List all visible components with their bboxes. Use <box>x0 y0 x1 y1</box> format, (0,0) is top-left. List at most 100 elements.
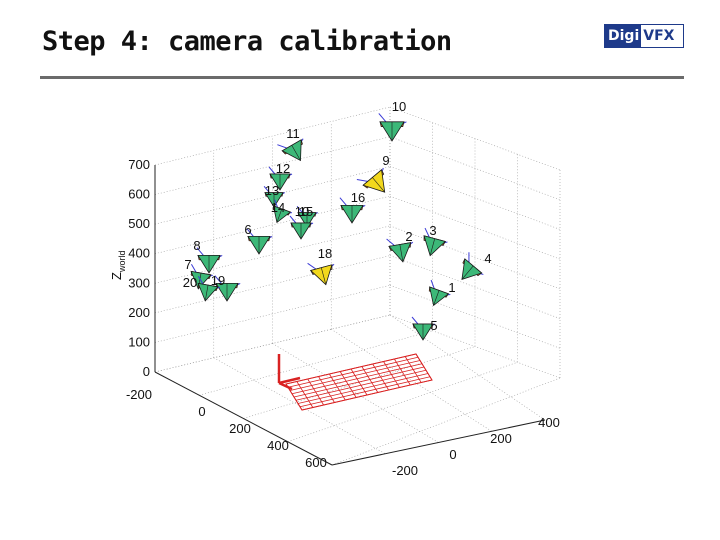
plot-axes <box>154 165 546 466</box>
camera-label-17: 10 <box>295 204 309 219</box>
camera-edge <box>433 290 440 306</box>
camera-label-16: 16 <box>351 190 365 205</box>
z-grid-line-left <box>154 225 391 284</box>
camera-9 <box>356 168 386 193</box>
camera-label-5: 5 <box>430 318 437 333</box>
z-grid-line-left <box>154 136 391 195</box>
camera-edge <box>321 267 327 285</box>
z-tick-label: 0 <box>143 364 150 379</box>
x-tick-label: 200 <box>229 421 251 436</box>
world-origin-axes <box>277 354 301 391</box>
camera-11 <box>277 138 304 162</box>
camera-label-12: 12 <box>276 161 290 176</box>
x-axis-line <box>154 371 333 466</box>
z-tick-label: 600 <box>128 187 150 202</box>
camera-edge <box>276 208 283 223</box>
floor-grid-line <box>389 314 546 421</box>
logo-text-digi: Digi <box>605 25 642 47</box>
z-grid-line-right <box>389 136 561 200</box>
checkerboard-line <box>295 369 427 401</box>
camera-2 <box>386 238 414 263</box>
camera-front-face <box>461 258 483 281</box>
z-grid-line-right <box>389 195 561 260</box>
x-tick-label: -200 <box>126 387 152 402</box>
z-tick-label: 200 <box>128 305 150 320</box>
camera-18 <box>307 262 335 286</box>
camera-label-3: 3 <box>429 223 436 238</box>
world-y-arrow <box>278 376 301 385</box>
z-tick-label: 400 <box>128 246 150 261</box>
x-tick-label: 600 <box>305 455 327 470</box>
camera-17 <box>289 215 314 240</box>
camera-label-14: 14 <box>271 200 285 215</box>
tick-labels: 0 100 200 300 400 500 600 700 -200 0 200 400 600 -200… <box>126 157 560 478</box>
z-grid-line-right <box>389 255 561 319</box>
camera-8 <box>196 247 223 274</box>
camera-edge <box>291 145 301 161</box>
y-tick-label: 200 <box>490 431 512 446</box>
camera-front-face <box>272 205 292 224</box>
z-grid-line-left <box>154 255 391 314</box>
camera-label-6: 6 <box>244 222 251 237</box>
checkerboard-line <box>297 373 429 404</box>
logo-text-vfx: VFX <box>641 25 677 47</box>
camera-edge <box>399 244 404 262</box>
checkerboard-line <box>293 366 425 398</box>
floor-grid-line <box>272 343 439 443</box>
camera-14 <box>272 199 293 224</box>
camera-label-2: 2 <box>405 229 412 244</box>
checkerboard-line <box>301 379 433 411</box>
x-tick-label: 0 <box>198 404 205 419</box>
checkerboard-line <box>291 363 423 395</box>
y-tick-label: 400 <box>538 415 560 430</box>
camera-19 <box>214 275 241 302</box>
camera-5 <box>411 316 436 341</box>
camera-label-4: 4 <box>484 251 491 266</box>
camera-label-13: 13 <box>265 183 279 198</box>
checkerboard-line <box>285 353 417 385</box>
z-grid-line-left <box>154 106 391 166</box>
y-axis-line <box>331 419 546 466</box>
z-tick-label: 500 <box>128 216 150 231</box>
plot-grid <box>154 106 561 466</box>
z-axis-label: Zworld <box>109 251 127 280</box>
floor-grid-line <box>331 377 561 466</box>
camera-3 <box>423 227 448 257</box>
camera-front-face <box>309 264 333 286</box>
z-grid-line-right <box>389 285 561 349</box>
camera-12 <box>268 166 293 191</box>
camera-6 <box>246 228 273 255</box>
world-x-arrow <box>278 381 293 391</box>
camera-label-1: 1 <box>448 280 455 295</box>
camera-label-10: 10 <box>392 99 406 114</box>
camera-front-face <box>362 169 386 193</box>
floor-grid-line <box>199 330 433 396</box>
checkerboard-line <box>287 356 419 388</box>
z-tick-label: 700 <box>128 157 150 172</box>
page-title: Step 4: camera calibration <box>42 26 452 57</box>
camera-label-20: 20 <box>183 275 197 290</box>
title-divider <box>40 76 684 79</box>
camera-label-7: 7 <box>184 257 191 272</box>
z-grid-line-right <box>389 225 561 290</box>
z-grid-line-right <box>389 166 561 230</box>
y-tick-label: -200 <box>392 463 418 478</box>
z-tick-label: 300 <box>128 275 150 290</box>
camera-1 <box>428 279 451 307</box>
camera-20 <box>197 276 221 302</box>
camera-label-11: 11 <box>286 126 300 141</box>
camera-edge <box>204 285 209 301</box>
floor-grid-line <box>331 328 492 432</box>
camera-label-9: 9 <box>382 153 389 168</box>
camera-edge <box>429 238 435 256</box>
camera-label-15: 15 <box>299 204 313 219</box>
camera-15 <box>296 205 319 228</box>
camera-label-18: 18 <box>318 246 332 261</box>
z-tick-label: 100 <box>128 334 150 349</box>
digivfx-logo: Digi VFX <box>604 24 684 48</box>
camera-label-19: 19 <box>211 273 225 288</box>
camera-16 <box>339 197 366 224</box>
checkerboard-line <box>289 360 421 391</box>
